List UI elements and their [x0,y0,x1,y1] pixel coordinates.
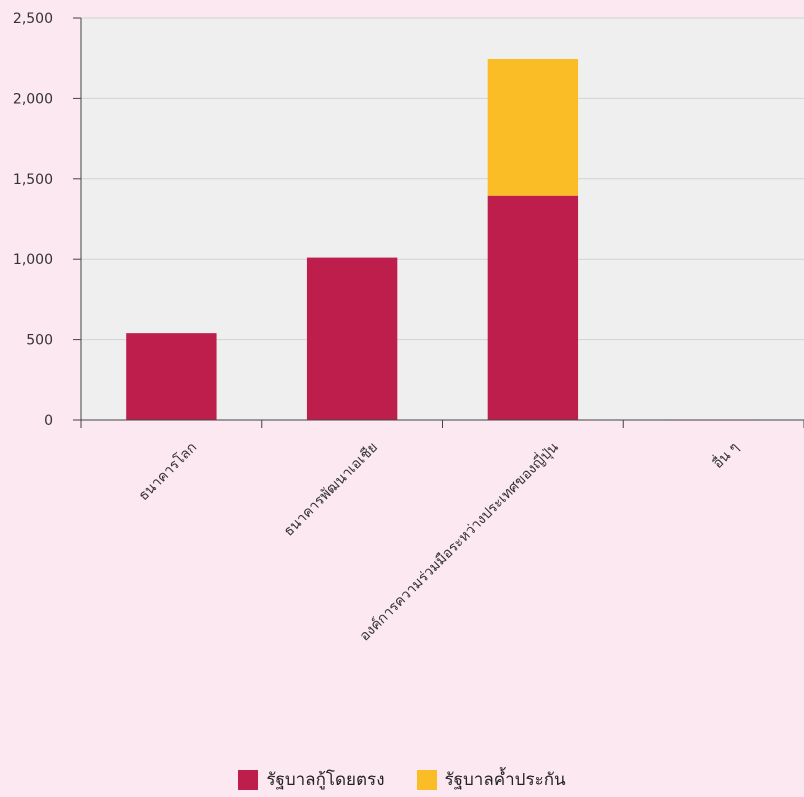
y-tick-label: 500 [26,333,53,349]
y-tick-label: 1,000 [13,252,53,268]
bar-segment [126,333,217,420]
x-tick-label: ธนาคารโลก [135,439,200,504]
legend-swatch-direct-loan [238,769,259,790]
bars [126,59,759,421]
x-tick-label: ธนาคารพัฒนาเอเชีย [281,440,381,540]
legend-label-guaranteed-loan: รัฐบาลค้ำประกัน [444,770,566,790]
y-tick-label: 2,500 [13,11,53,27]
y-axis-ticks: 0 500 1,000 1,500 2,000 2,500 [13,11,81,429]
x-axis-ticks: ธนาคารโลก ธนาคารพัฒนาเอเชียองค์การความร่ว… [80,420,804,645]
legend: รัฐบาลกู้โดยตรง รัฐบาลค้ำประกัน [0,766,804,793]
legend-label-direct-loan: รัฐบาลกู้โดยตรง [266,770,385,790]
y-tick-label: 2,000 [13,91,53,107]
bar-segment [487,195,579,420]
y-tick-label: 0 [44,413,53,429]
bar-segment [487,59,579,196]
y-tick-label: 1,500 [13,172,53,188]
legend-item-guaranteed-loan: รัฐบาลค้ำประกัน [416,766,566,793]
legend-item-direct-loan: รัฐบาลกู้โดยตรง [238,766,385,793]
x-tick-label: องค์การความร่วมมือระหว่างประเทศของญี่ปุ่… [355,438,562,645]
legend-swatch-guaranteed-loan [416,769,437,790]
x-tick-label: อื่น ๆ [709,438,743,472]
bar-segment [306,257,398,420]
